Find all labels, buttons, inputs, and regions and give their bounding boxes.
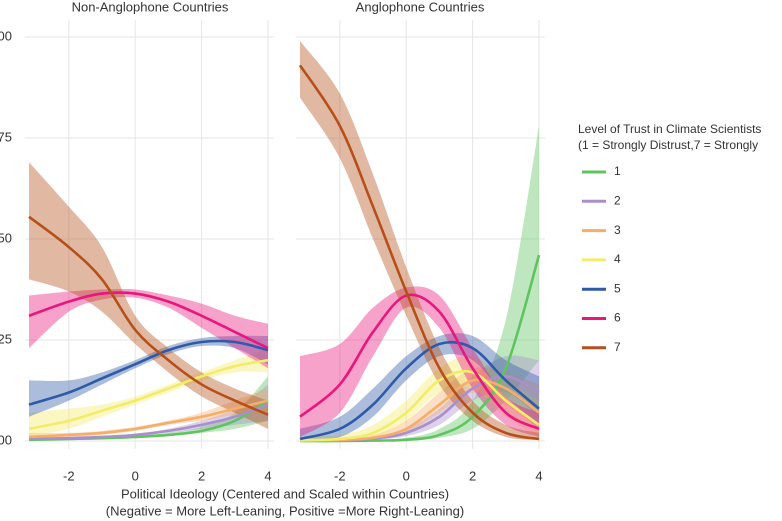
y-tick-label: 0.75 bbox=[0, 129, 12, 144]
legend-label: 6 bbox=[614, 311, 621, 325]
confidence-band bbox=[29, 162, 268, 429]
line bbox=[299, 340, 540, 441]
confidence-band bbox=[29, 384, 268, 441]
confidence-band bbox=[29, 388, 268, 439]
legend-label: 1 bbox=[614, 164, 621, 178]
x-tick-label: -2 bbox=[63, 468, 75, 483]
confidence-band bbox=[300, 333, 539, 441]
legend-label: 3 bbox=[614, 223, 621, 237]
confidence-band bbox=[300, 286, 539, 437]
confidence-band bbox=[29, 288, 268, 369]
line bbox=[28, 403, 269, 441]
legend-label: 5 bbox=[614, 281, 621, 295]
legend-label: 2 bbox=[614, 193, 621, 207]
x-axis-title: (Negative = More Left-Leaning, Positive … bbox=[106, 503, 464, 518]
x-tick-label: 2 bbox=[198, 468, 205, 483]
y-tick-label: 1.00 bbox=[0, 28, 12, 43]
y-tick-label: 0.50 bbox=[0, 230, 12, 245]
line bbox=[28, 399, 269, 439]
x-tick-label: -2 bbox=[334, 468, 346, 483]
legend-label: 7 bbox=[614, 340, 621, 354]
x-tick-label: 2 bbox=[469, 468, 476, 483]
legend-title: Level of Trust in Climate Scientists bbox=[578, 122, 761, 136]
line bbox=[299, 293, 540, 431]
confidence-band bbox=[300, 41, 539, 441]
legend-title: (1 = Strongly Distrust,7 = Strongly bbox=[578, 138, 758, 152]
panel-title: Anglophone Countries bbox=[356, 0, 485, 14]
y-tick-label: 0.00 bbox=[0, 432, 12, 447]
panel-title: Non-Anglophone Countries bbox=[72, 0, 229, 14]
line bbox=[28, 215, 269, 416]
line bbox=[28, 339, 269, 406]
line bbox=[299, 369, 540, 442]
x-tick-label: 0 bbox=[132, 468, 139, 483]
x-tick-label: 4 bbox=[535, 468, 542, 483]
x-tick-label: 0 bbox=[403, 468, 410, 483]
line bbox=[298, 64, 540, 441]
legend-label: 4 bbox=[614, 252, 621, 266]
x-tick-label: 4 bbox=[264, 468, 271, 483]
line bbox=[28, 358, 269, 431]
x-axis-title: Political Ideology (Centered and Scaled … bbox=[121, 486, 449, 501]
line bbox=[28, 291, 269, 350]
y-tick-label: 0.25 bbox=[0, 331, 12, 346]
